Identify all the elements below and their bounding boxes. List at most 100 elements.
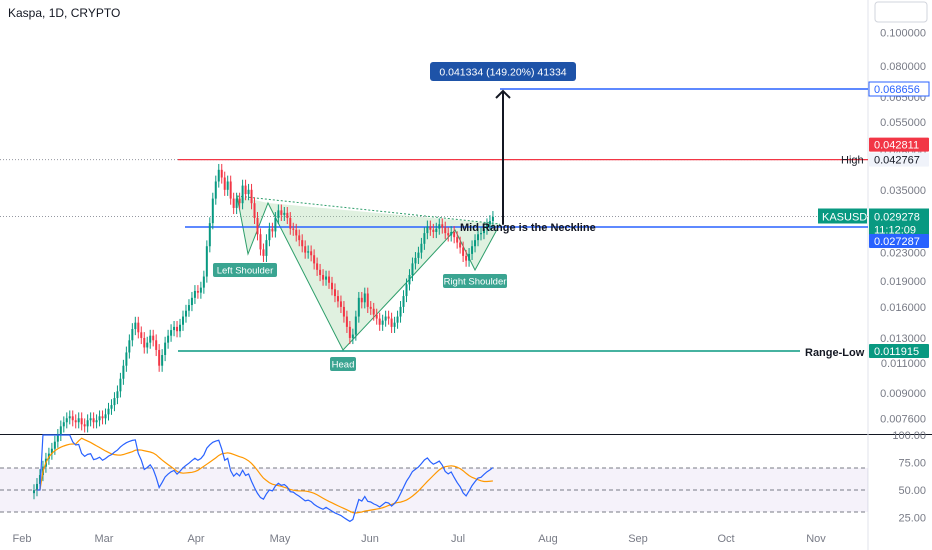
price-tick-label: 0.019000 [880,276,926,288]
candle-body [277,210,280,218]
candle-body [399,306,402,317]
candle-body [393,322,396,327]
range-low-tag: 0.011915 [874,346,919,358]
right-shoulder-label-box [443,274,507,288]
high-tag: 0.042767 [874,155,920,167]
red-high-tag: 0.042811 [874,140,919,152]
candle-body [196,290,199,293]
candle-body [423,233,426,244]
candle-body [137,322,140,333]
candle-body [477,234,480,241]
candle-body [345,316,348,327]
candle-body [202,276,205,288]
candle-body [333,289,336,297]
candle-body [167,335,170,343]
candle-body [92,418,95,423]
candle-body [354,316,357,335]
price-tick-label: 0.009000 [880,388,926,400]
candle-body [286,212,289,218]
candle-body [152,335,155,341]
candle-body [435,228,438,232]
candle-body [357,297,360,317]
candle-body [336,296,339,302]
candle-body [348,326,351,338]
candle-body [459,242,462,248]
candle-body [50,448,53,454]
candle-body [119,378,122,392]
candle-body [256,217,259,235]
symbol-tag-box [818,208,867,224]
candle-body [226,181,229,190]
candle-body [271,228,274,232]
candle-body [208,223,211,247]
candle-body [223,177,226,190]
candle-body [378,318,381,325]
price-tick-label: 0.035000 [880,185,926,197]
time-tick-label: Aug [538,533,558,545]
candle-body [211,198,214,224]
candle-body [265,240,268,256]
candle-body [405,284,408,297]
candle-body [187,305,190,311]
candle-body [35,483,38,491]
candle-body [83,424,86,427]
candle-body [360,297,363,303]
candle-body [164,342,167,356]
candle-body [146,342,149,348]
candle-body [149,335,152,343]
candle-body [387,316,390,319]
price-tick-label: 0.055000 [880,117,926,129]
time-tick-label: Jun [361,533,379,545]
rsi-tick-label: 25.00 [898,513,926,525]
candle-body [173,326,176,331]
time-tick-label: Oct [717,533,734,545]
candle-body [250,189,253,204]
candle-body [107,408,110,415]
rsi-ma-line [36,437,493,514]
time-tick-label: Apr [187,533,204,545]
candle-body [468,253,471,261]
target-tag-border [868,81,930,97]
pattern-outline [236,195,501,351]
candle-body [101,416,104,419]
price-tick-label: 0.023000 [880,248,926,260]
candle-body [184,310,187,317]
candle-body [104,414,107,419]
candle-body [444,227,447,234]
target-tag-box [869,82,929,96]
candle-body [176,326,179,332]
candle-body [80,418,83,425]
candle-body [62,422,65,427]
left-shoulder-label: Left Shoulder [217,266,274,277]
candle-body [307,251,310,253]
rsi-tick-label: 50.00 [898,485,926,497]
candle-body [414,257,417,264]
candle-body [235,198,238,208]
candle-body [456,237,459,243]
candle-body [363,293,366,303]
head-label: Head [332,360,355,371]
price-tick-label: 0.011000 [881,358,926,370]
countdown-tag: 11:12:09 [874,225,916,237]
candle-body [402,296,405,307]
candle-body [68,416,71,419]
candle-body [426,226,429,234]
time-tick-label: Mar [95,533,114,545]
candle-body [205,246,208,277]
candle-body [131,329,134,341]
last-price-tag: 0.029278 [874,212,920,224]
rsi-line [36,434,494,523]
candle-body [325,276,328,280]
price-tick-label: 0.100000 [880,28,926,40]
candle-body [432,229,435,232]
candle-body [429,226,432,230]
candle-body [179,324,182,332]
candle-body [441,224,444,228]
price-tick-label: 0.013000 [880,333,926,345]
candle-body [381,320,384,325]
price-tick-label: 0.007600 [880,413,926,425]
candle-body [134,322,137,330]
red-high-tag-box [869,137,929,152]
candle-body [199,287,202,293]
